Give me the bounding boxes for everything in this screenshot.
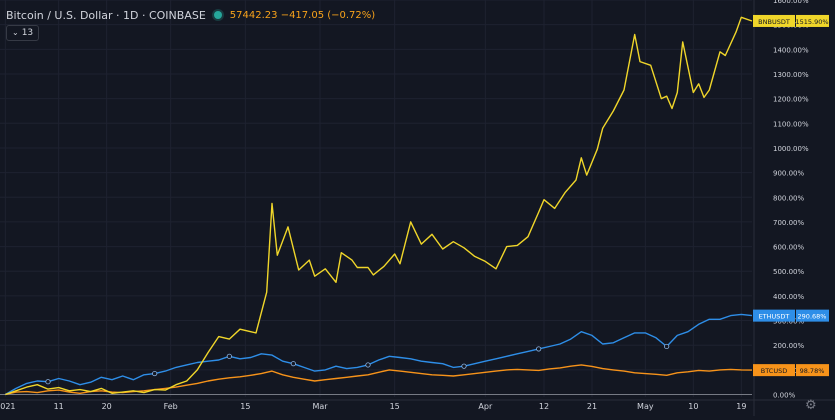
series-name-tag	[753, 14, 795, 27]
symbol-title[interactable]: Bitcoin / U.S. Dollar · 1D · COINBASE	[6, 8, 206, 22]
x-tick-label: Feb	[164, 402, 178, 411]
series-value-label: 1515.90%	[795, 18, 828, 26]
y-tick-label: 1100.00%	[773, 120, 809, 128]
x-tick-label: Mar	[312, 402, 328, 411]
series-name-label: BTCUSD	[761, 367, 787, 375]
series-layer	[4, 16, 753, 396]
series-line-btcusd	[5, 364, 753, 396]
x-tick-label: 11	[54, 402, 64, 411]
y-tick-label: 900.00%	[773, 170, 804, 178]
y-tick-label: 0.00%	[773, 392, 796, 400]
series-value-tag	[796, 14, 829, 27]
x-tick-label: 21	[587, 402, 597, 411]
x-tick-label: 12	[539, 402, 549, 411]
series-name-tag	[753, 309, 795, 322]
badge-layer: BNBUSDT 1515.90% ETHUSDT 290.68% BTCUSD 98.78…	[753, 14, 829, 377]
event-marker	[461, 363, 467, 369]
series-line-ethusdt	[4, 313, 753, 396]
x-tick-label: 2021	[0, 402, 16, 411]
y-tick-label: 1400.00%	[773, 46, 809, 54]
series-name-tag	[753, 364, 795, 377]
x-tick-label: May	[637, 402, 654, 411]
x-tick-label: 15	[390, 402, 400, 411]
chevron-down-icon: ⌄	[12, 28, 19, 37]
indicator-count: 13	[21, 28, 34, 38]
event-marker	[45, 379, 51, 385]
event-marker	[664, 343, 670, 350]
gear-icon[interactable]: ⚙	[805, 398, 817, 413]
event-marker	[290, 361, 296, 367]
event-marker	[536, 346, 542, 352]
x-tick-label: 10	[688, 402, 698, 411]
x-tick-label: 20	[102, 402, 112, 411]
y-tick-label: 1300.00%	[773, 71, 809, 79]
series-line-bnbusdt	[5, 16, 753, 396]
event-marker	[152, 370, 158, 377]
x-tick-label: 15	[240, 402, 250, 411]
market-open-dot-icon	[213, 11, 222, 19]
event-marker	[226, 353, 232, 359]
series-name-label: BNBUSDT	[758, 18, 790, 26]
x-tick-label: Apr	[478, 402, 493, 411]
series-value-tag	[796, 364, 829, 377]
series-value-label: 290.68%	[798, 313, 827, 321]
y-tick-label: 700.00%	[773, 219, 804, 227]
indicators-toggle-button[interactable]: ⌄ 13	[6, 25, 40, 41]
y-tick-label: 1600.00%	[773, 0, 809, 5]
legend-header: Bitcoin / U.S. Dollar · 1D · COINBASE 57…	[6, 6, 375, 24]
quote-readout: 57442.23 −417.05 (−0.72%)	[229, 9, 376, 21]
event-marker	[365, 362, 371, 368]
y-tick-label: 800.00%	[773, 194, 804, 202]
x-tick-label: 19	[736, 402, 746, 411]
y-tick-label: 200.00%	[773, 342, 804, 350]
y-tick-label: 600.00%	[773, 244, 804, 252]
series-value-tag	[796, 309, 829, 322]
series-value-label: 98.78%	[800, 367, 825, 375]
series-name-label: ETHUSDT	[759, 313, 790, 321]
y-tick-label: 1200.00%	[773, 96, 809, 104]
y-tick-label: 500.00%	[773, 268, 804, 276]
y-tick-label: 400.00%	[773, 293, 804, 301]
y-tick-label: 1000.00%	[773, 145, 809, 153]
